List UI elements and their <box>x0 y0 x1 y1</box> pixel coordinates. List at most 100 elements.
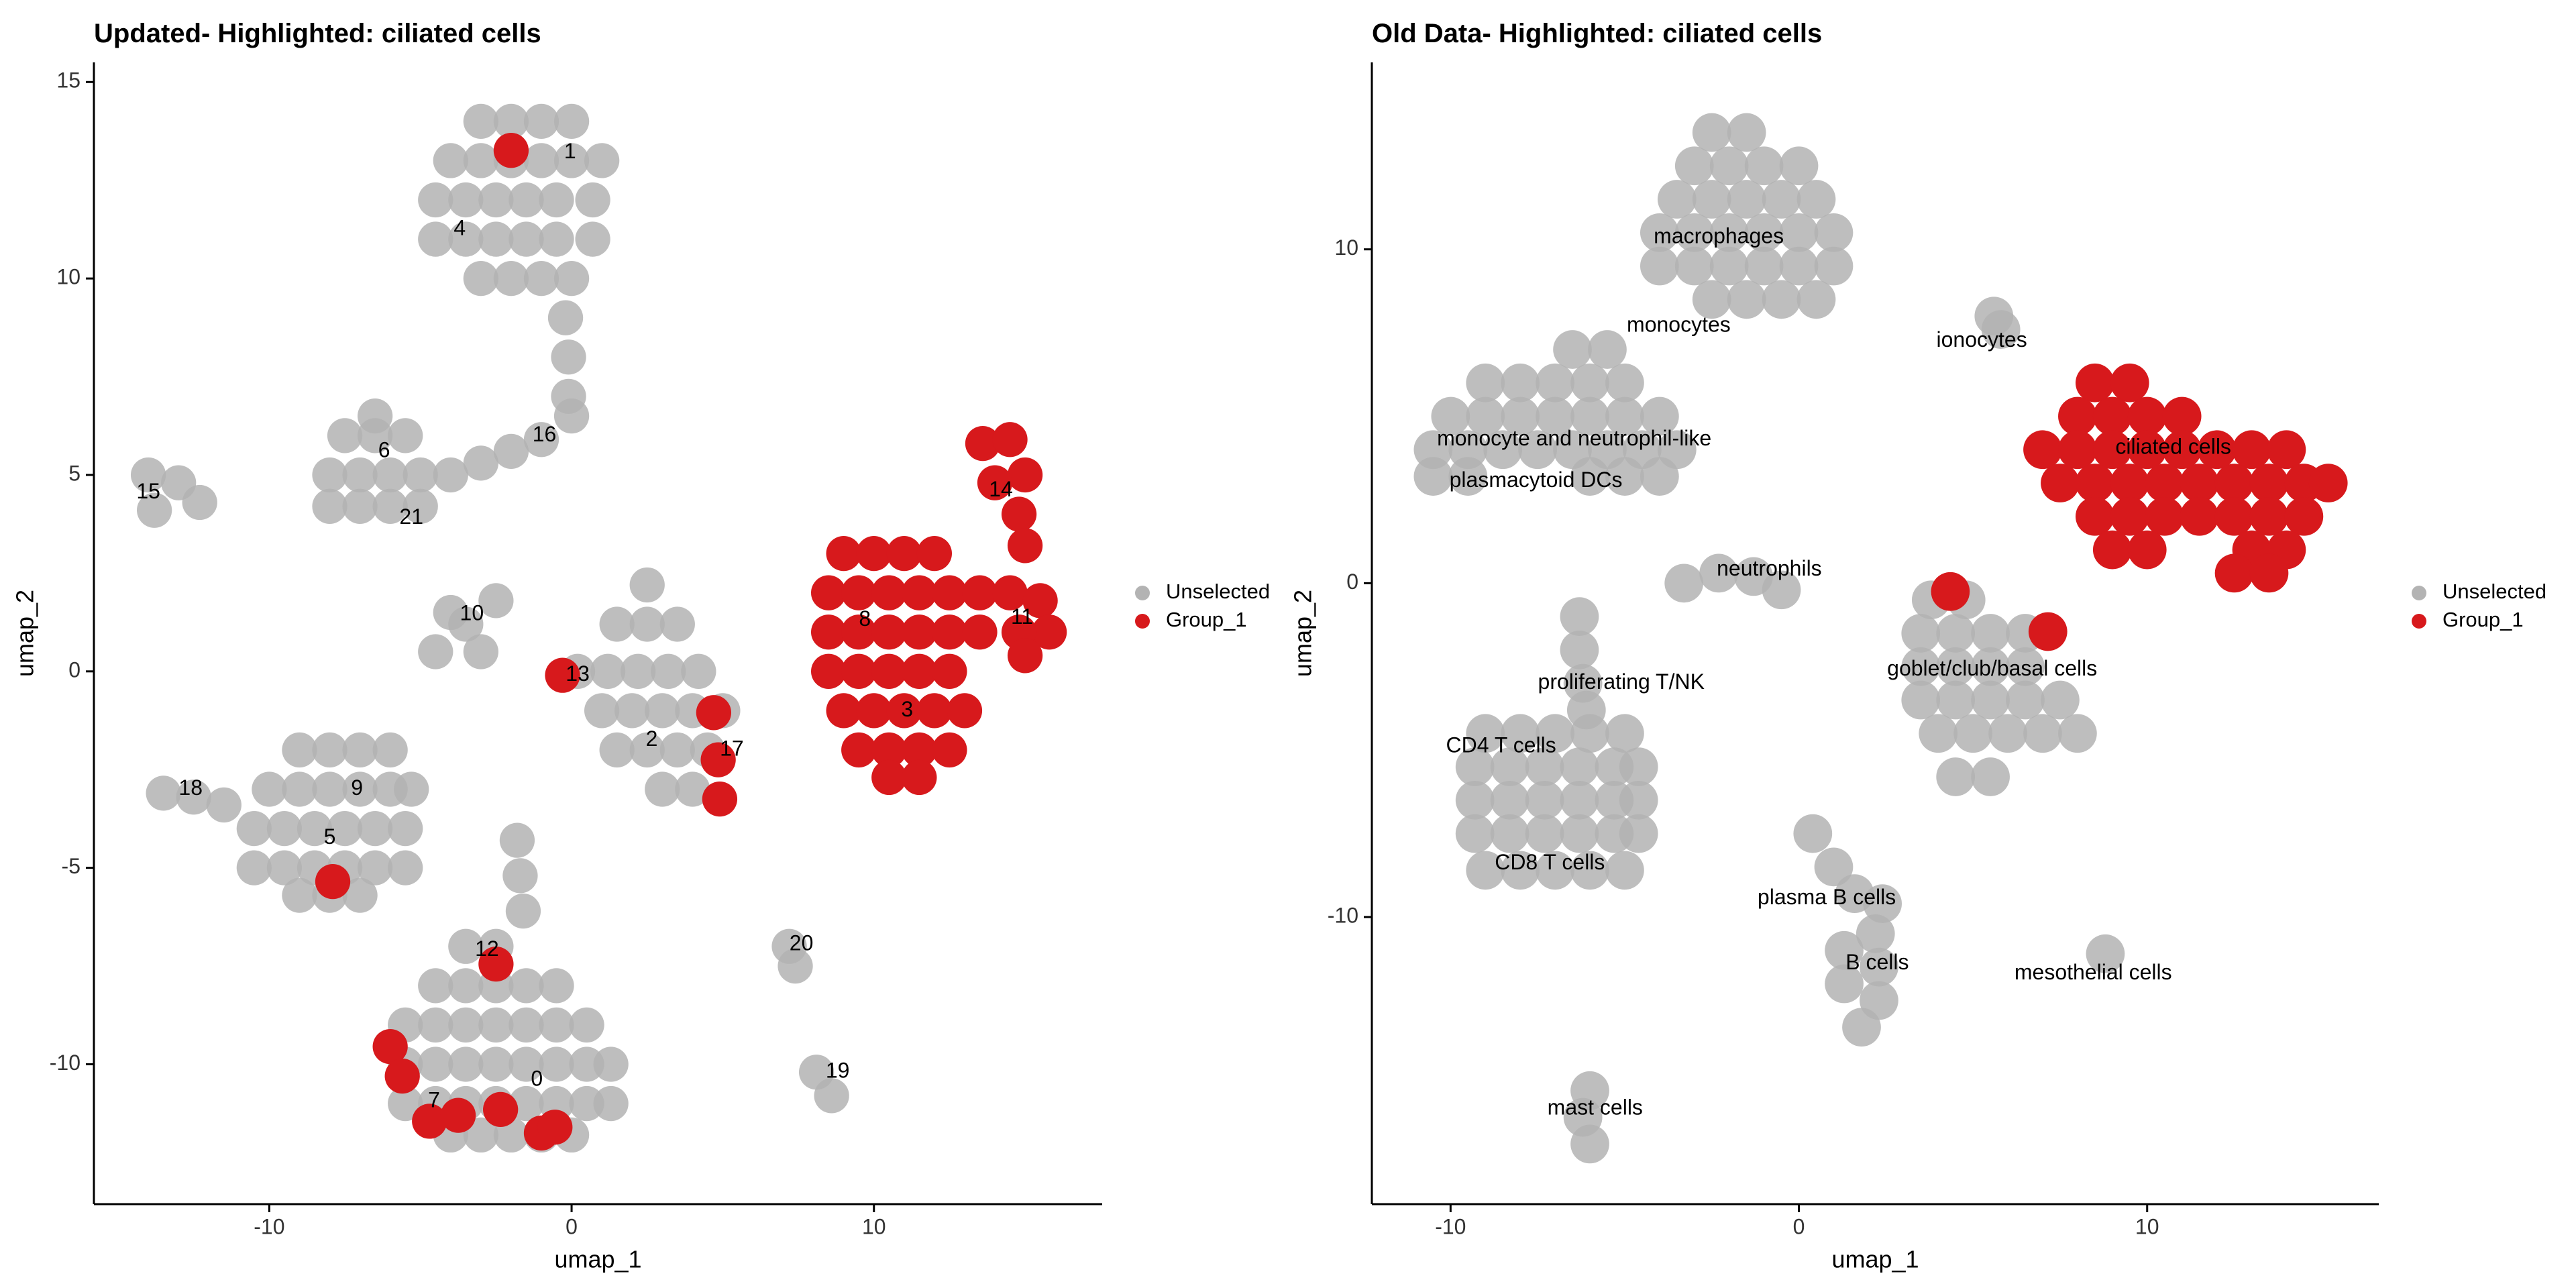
point <box>569 1007 604 1043</box>
point <box>523 422 559 458</box>
point <box>1931 572 1970 611</box>
point <box>312 732 347 768</box>
point <box>2092 396 2132 436</box>
point <box>1981 310 2021 349</box>
point <box>629 567 665 603</box>
point <box>696 695 732 731</box>
point <box>2023 430 2062 470</box>
point <box>463 634 499 669</box>
point <box>902 759 937 796</box>
point <box>1709 213 1749 252</box>
point <box>1007 638 1043 674</box>
point <box>886 535 922 572</box>
x-tick-label: 0 <box>566 1214 578 1238</box>
x-tick-label: -10 <box>1435 1214 1466 1238</box>
point <box>342 488 378 524</box>
point <box>1022 583 1058 619</box>
point <box>645 771 680 807</box>
point <box>2214 496 2254 536</box>
point <box>2110 464 2149 502</box>
point <box>856 693 892 729</box>
point <box>553 398 590 434</box>
point <box>2023 714 2062 753</box>
point <box>539 968 574 1004</box>
point <box>871 653 907 689</box>
point <box>1744 146 1784 186</box>
cluster-label: 6 <box>378 437 390 462</box>
point <box>357 850 393 885</box>
point <box>1825 930 1864 970</box>
point <box>902 614 937 650</box>
point <box>1536 363 1574 402</box>
cluster-label: CD4 T cells <box>1446 733 1556 757</box>
point <box>357 810 393 847</box>
point <box>1814 847 1854 887</box>
point <box>312 488 347 524</box>
x-tick-label: -10 <box>254 1214 284 1238</box>
point <box>1007 528 1043 564</box>
point <box>629 732 665 768</box>
point <box>569 1046 604 1082</box>
point <box>902 653 937 689</box>
point <box>1525 747 1564 786</box>
cluster-label: 2 <box>646 727 658 751</box>
point <box>236 810 272 847</box>
point <box>2075 363 2114 402</box>
point <box>1640 213 1679 252</box>
point <box>1814 213 1854 252</box>
point <box>545 657 580 693</box>
point <box>1619 780 1658 820</box>
cluster-label: 7 <box>428 1088 440 1112</box>
point <box>394 771 429 807</box>
point <box>1588 330 1627 369</box>
point <box>777 948 813 984</box>
point <box>1936 757 1976 796</box>
point <box>1863 884 1902 923</box>
point <box>2127 530 2167 570</box>
point <box>871 732 907 768</box>
point <box>315 864 351 900</box>
point <box>1674 146 1714 186</box>
cluster-label: 9 <box>351 775 363 800</box>
point <box>826 693 861 729</box>
point <box>965 425 1001 462</box>
point <box>1901 647 1941 686</box>
point <box>478 583 514 619</box>
point <box>2162 430 2202 470</box>
cluster-label: goblet/club/basal cells <box>1887 656 2097 680</box>
point <box>1501 363 1540 402</box>
point <box>962 575 998 610</box>
point <box>871 614 907 650</box>
legend-label: Unselected <box>1166 580 1270 603</box>
point <box>1501 396 1540 436</box>
point <box>916 535 953 572</box>
point <box>2249 553 2289 593</box>
point <box>282 771 317 807</box>
point <box>539 221 574 257</box>
point <box>448 182 484 218</box>
point <box>1570 1124 1609 1164</box>
point <box>448 928 484 964</box>
point <box>388 418 423 453</box>
point <box>327 810 363 847</box>
point <box>1727 113 1766 152</box>
point <box>1413 457 1453 496</box>
point <box>1448 457 1488 496</box>
point <box>916 693 953 729</box>
point <box>463 103 499 139</box>
point <box>1744 213 1784 252</box>
point <box>1762 180 1801 219</box>
point <box>1971 680 2010 720</box>
x-axis-label: umap_1 <box>1831 1246 1919 1273</box>
point <box>1727 280 1766 319</box>
point <box>388 1085 423 1122</box>
point <box>412 1104 447 1139</box>
cluster-label: 4 <box>453 215 466 239</box>
point <box>2145 464 2184 502</box>
point <box>266 850 303 885</box>
point <box>1518 430 1558 470</box>
cluster-label: 21 <box>399 504 423 529</box>
point <box>502 858 538 894</box>
cluster-label: 8 <box>859 606 871 631</box>
